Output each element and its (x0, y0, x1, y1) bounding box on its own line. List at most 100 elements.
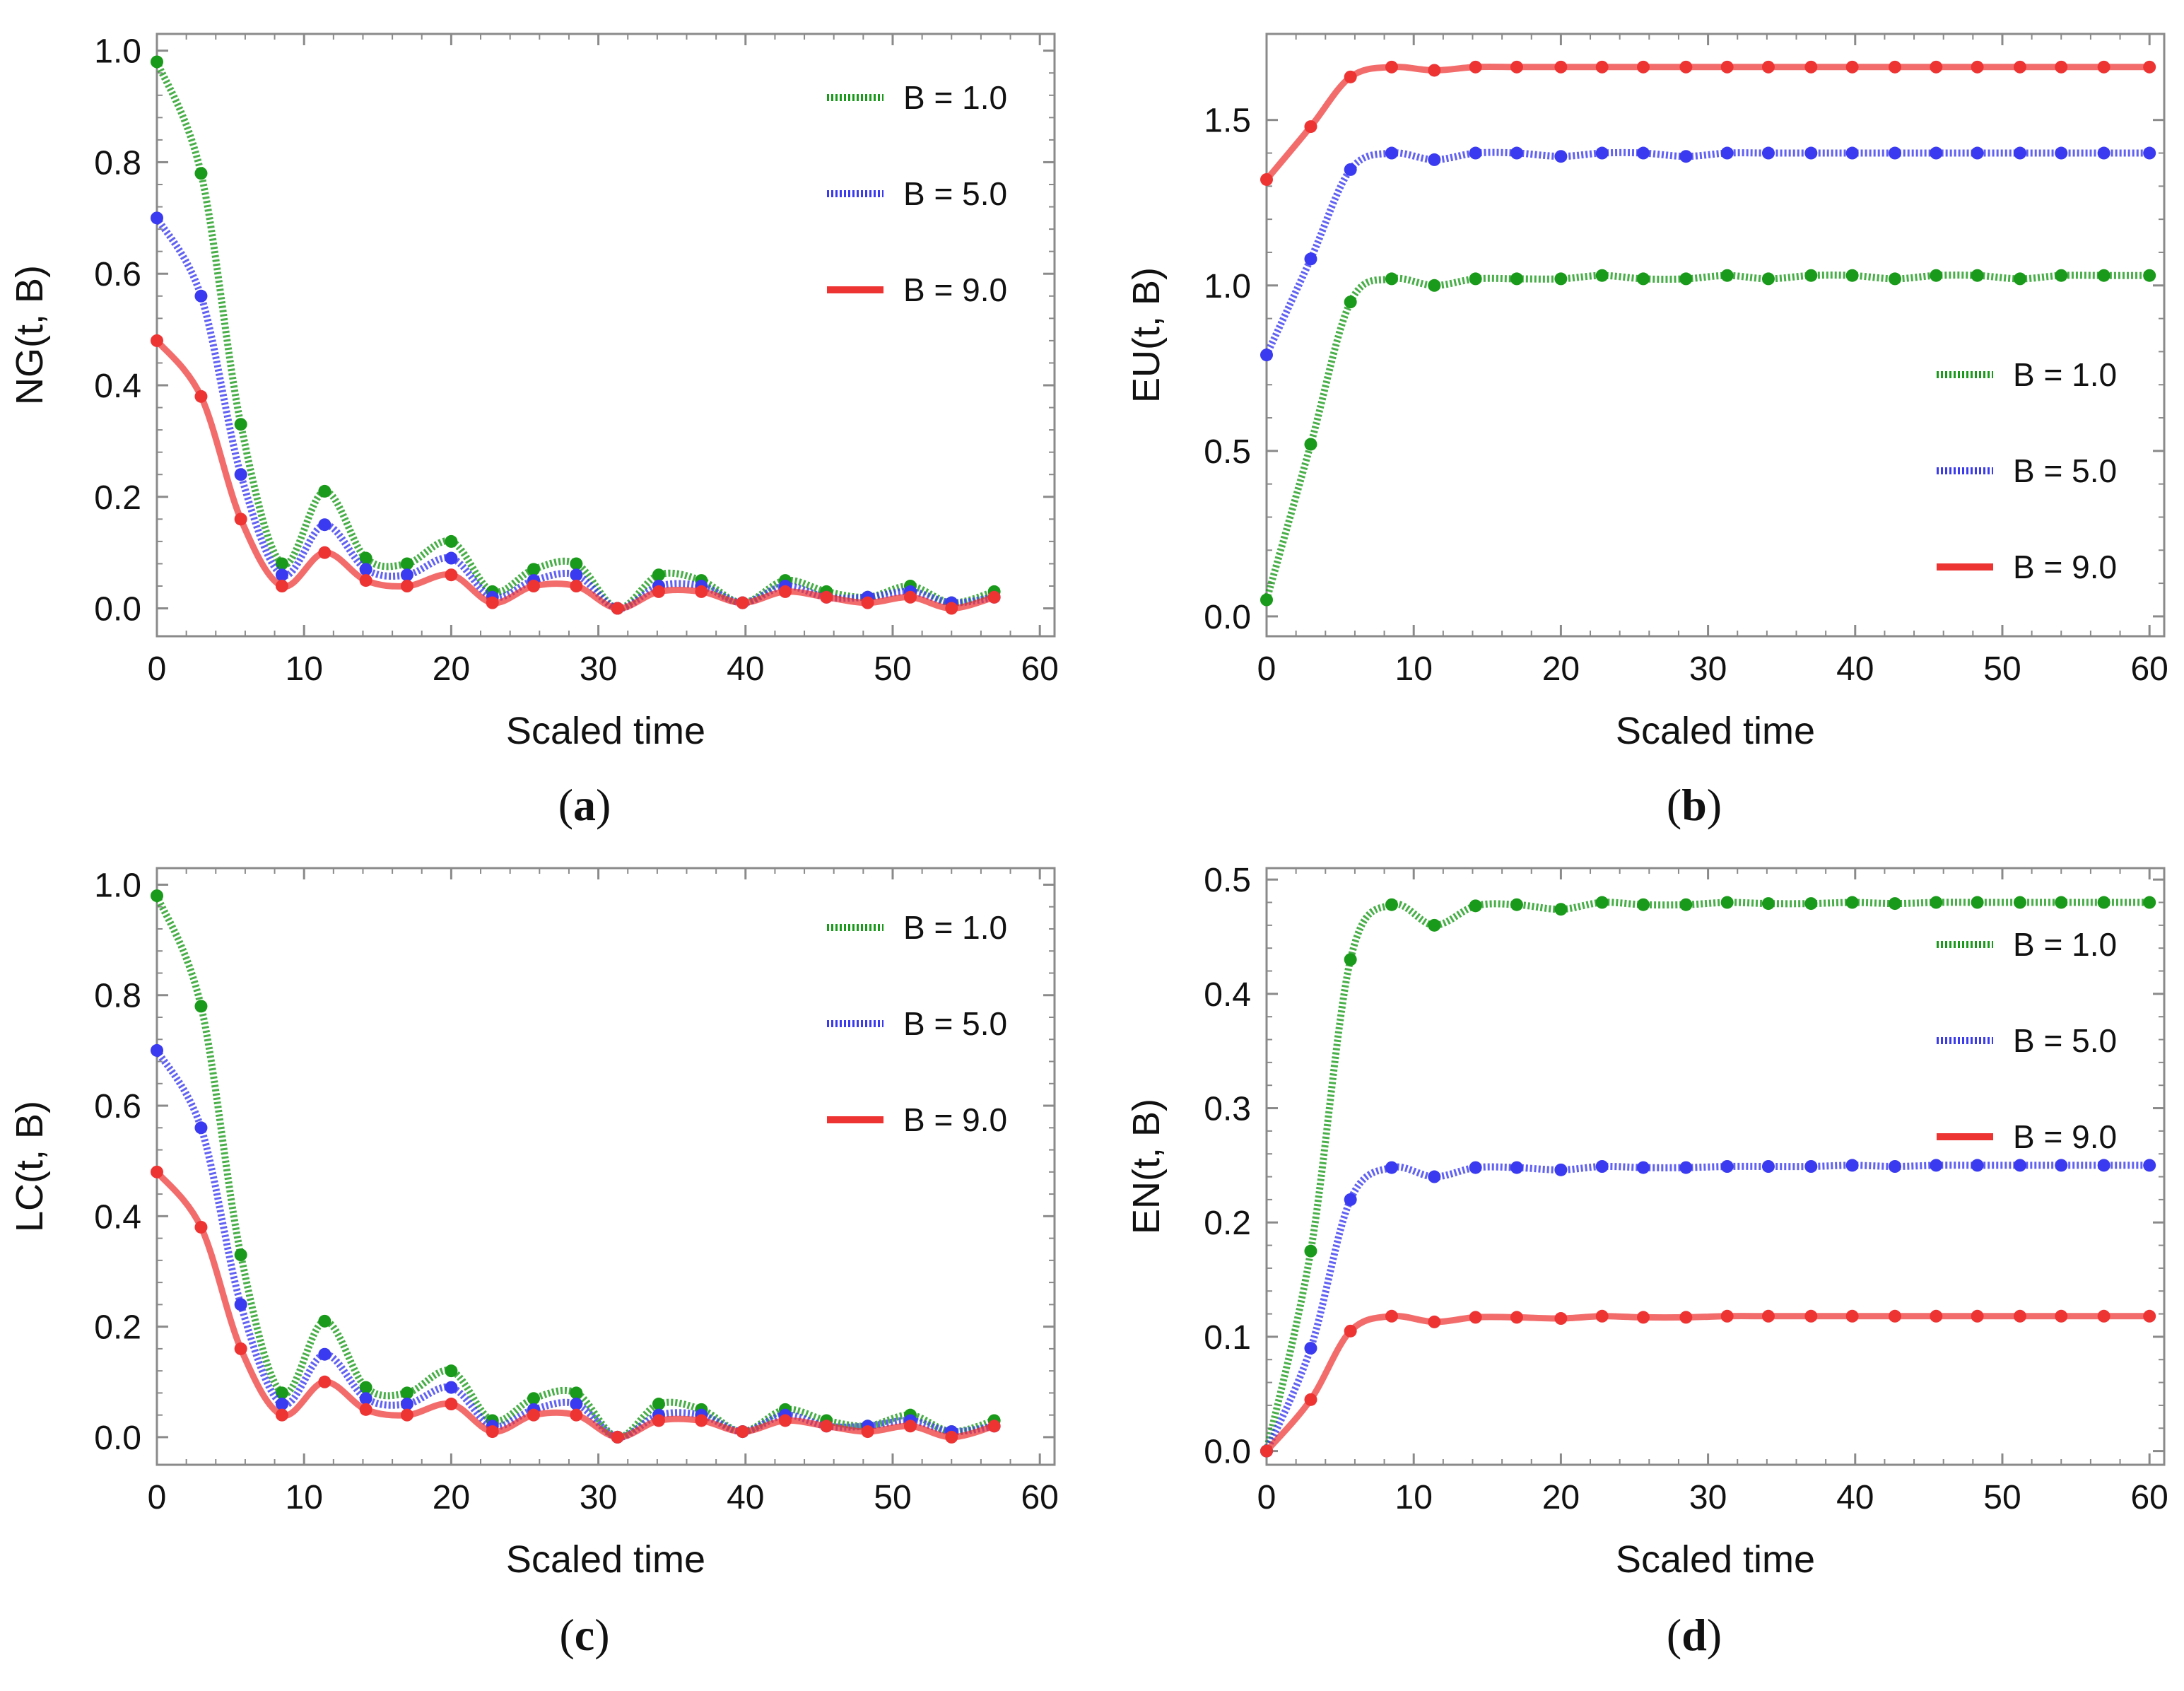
data-point (445, 551, 458, 565)
y-tick-label: 0.5 (1204, 862, 1251, 899)
series-0 (151, 55, 1001, 615)
data-point (1344, 1324, 1357, 1338)
y-tick-label: 0.0 (1204, 599, 1251, 636)
legend-item: B = 5.0 (827, 175, 1007, 212)
data-point (1930, 896, 1943, 909)
data-point (151, 1043, 163, 1057)
data-point (1930, 1309, 1943, 1323)
data-point (275, 568, 288, 582)
series-0 (1260, 896, 2156, 1458)
data-point (820, 590, 833, 604)
y-tick-label: 0.3 (1204, 1091, 1251, 1128)
y-axis-label: NG(t, B) (8, 265, 51, 405)
x-tick-label: 50 (874, 1479, 911, 1516)
legend-item: B = 9.0 (1937, 549, 2117, 585)
series-line (153, 1169, 998, 1441)
data-point (1595, 1309, 1609, 1323)
data-point (1595, 896, 1609, 909)
y-tick-label: 1.0 (1204, 268, 1251, 305)
data-point (1720, 60, 1734, 74)
data-point (2055, 269, 2068, 282)
data-point (445, 1398, 458, 1411)
panel-c: 0 10 20 30 40 50 600.00.20.40.60.81.0B = 1.0B … (8, 867, 1059, 1660)
data-point (400, 568, 413, 582)
x-tick-label: 10 (1395, 650, 1433, 688)
x-tick-label: 60 (2130, 650, 2168, 688)
data-point (945, 602, 958, 615)
y-tick-label: 1.5 (1204, 103, 1251, 140)
data-point (1930, 269, 1943, 282)
data-point (359, 551, 372, 565)
legend-label: B = 1.0 (903, 79, 1007, 116)
data-point (194, 1220, 208, 1234)
plot-frame (155, 33, 1056, 638)
data-point (275, 1398, 288, 1411)
legend-item: B = 1.0 (827, 909, 1007, 946)
legend-item: B = 9.0 (827, 1101, 1007, 1138)
panel-caption: (d) (1667, 1610, 1722, 1660)
x-tick-label: 40 (727, 1479, 764, 1516)
data-point (1971, 1159, 1984, 1172)
data-point (820, 1420, 833, 1433)
data-point (2143, 269, 2156, 282)
data-point (234, 1248, 247, 1262)
series-2 (151, 1165, 1001, 1444)
x-tick-label: 10 (286, 1479, 323, 1516)
data-point (2097, 146, 2110, 160)
x-tick-label: 30 (1689, 1479, 1727, 1516)
data-point (1889, 1309, 1901, 1323)
data-point (400, 1386, 413, 1400)
data-point (151, 211, 163, 225)
data-point (234, 1342, 247, 1355)
data-point (151, 55, 163, 69)
data-point (2143, 1159, 2156, 1172)
data-point (1636, 60, 1650, 74)
data-point (234, 513, 247, 526)
data-point (1845, 60, 1859, 74)
data-point (1385, 272, 1398, 286)
data-point (652, 1414, 665, 1427)
y-tick-label: 0.5 (1204, 433, 1251, 471)
data-point (2013, 1309, 2026, 1323)
y-tick-label: 0.2 (94, 1309, 141, 1347)
data-point (1636, 898, 1650, 911)
series-0 (151, 889, 1001, 1444)
data-point (861, 1425, 874, 1439)
data-point (570, 1398, 583, 1411)
plot-frame (155, 867, 1056, 1466)
y-tick-label: 1.0 (94, 33, 141, 71)
data-point (1889, 146, 1901, 160)
data-point (1469, 1161, 1482, 1174)
data-point (1554, 1312, 1568, 1326)
data-point (234, 418, 247, 431)
x-tick-label: 20 (1542, 650, 1580, 688)
data-point (1385, 60, 1398, 74)
data-point (1428, 64, 1441, 77)
data-point (1510, 898, 1523, 911)
x-tick-label: 10 (1395, 1479, 1433, 1516)
x-tick-label: 10 (286, 650, 323, 688)
data-point (275, 580, 288, 592)
data-point (445, 1381, 458, 1394)
panel-d: 0 10 20 30 40 50 600.00.10.20.30.40.5B = 1.0B … (1125, 862, 2168, 1660)
data-point (1385, 1161, 1398, 1174)
data-point (779, 1414, 792, 1427)
data-point (359, 574, 372, 587)
series-line (153, 337, 998, 612)
data-point (570, 568, 583, 582)
data-point (2013, 60, 2026, 74)
data-point (1845, 1159, 1859, 1172)
data-point (527, 1408, 540, 1422)
data-point (1428, 918, 1441, 932)
data-point (1469, 146, 1482, 160)
legend-label: B = 5.0 (903, 175, 1007, 212)
legend: B = 1.0 B = 5.0 B = 9.0 (1937, 356, 2117, 585)
data-point (151, 334, 163, 347)
x-tick-label: 60 (2130, 1479, 2168, 1516)
data-point (1845, 896, 1859, 909)
data-point (1469, 60, 1482, 74)
data-point (1595, 60, 1609, 74)
data-point (1595, 1160, 1609, 1173)
data-point (1720, 1309, 1734, 1323)
data-point (194, 1000, 208, 1013)
